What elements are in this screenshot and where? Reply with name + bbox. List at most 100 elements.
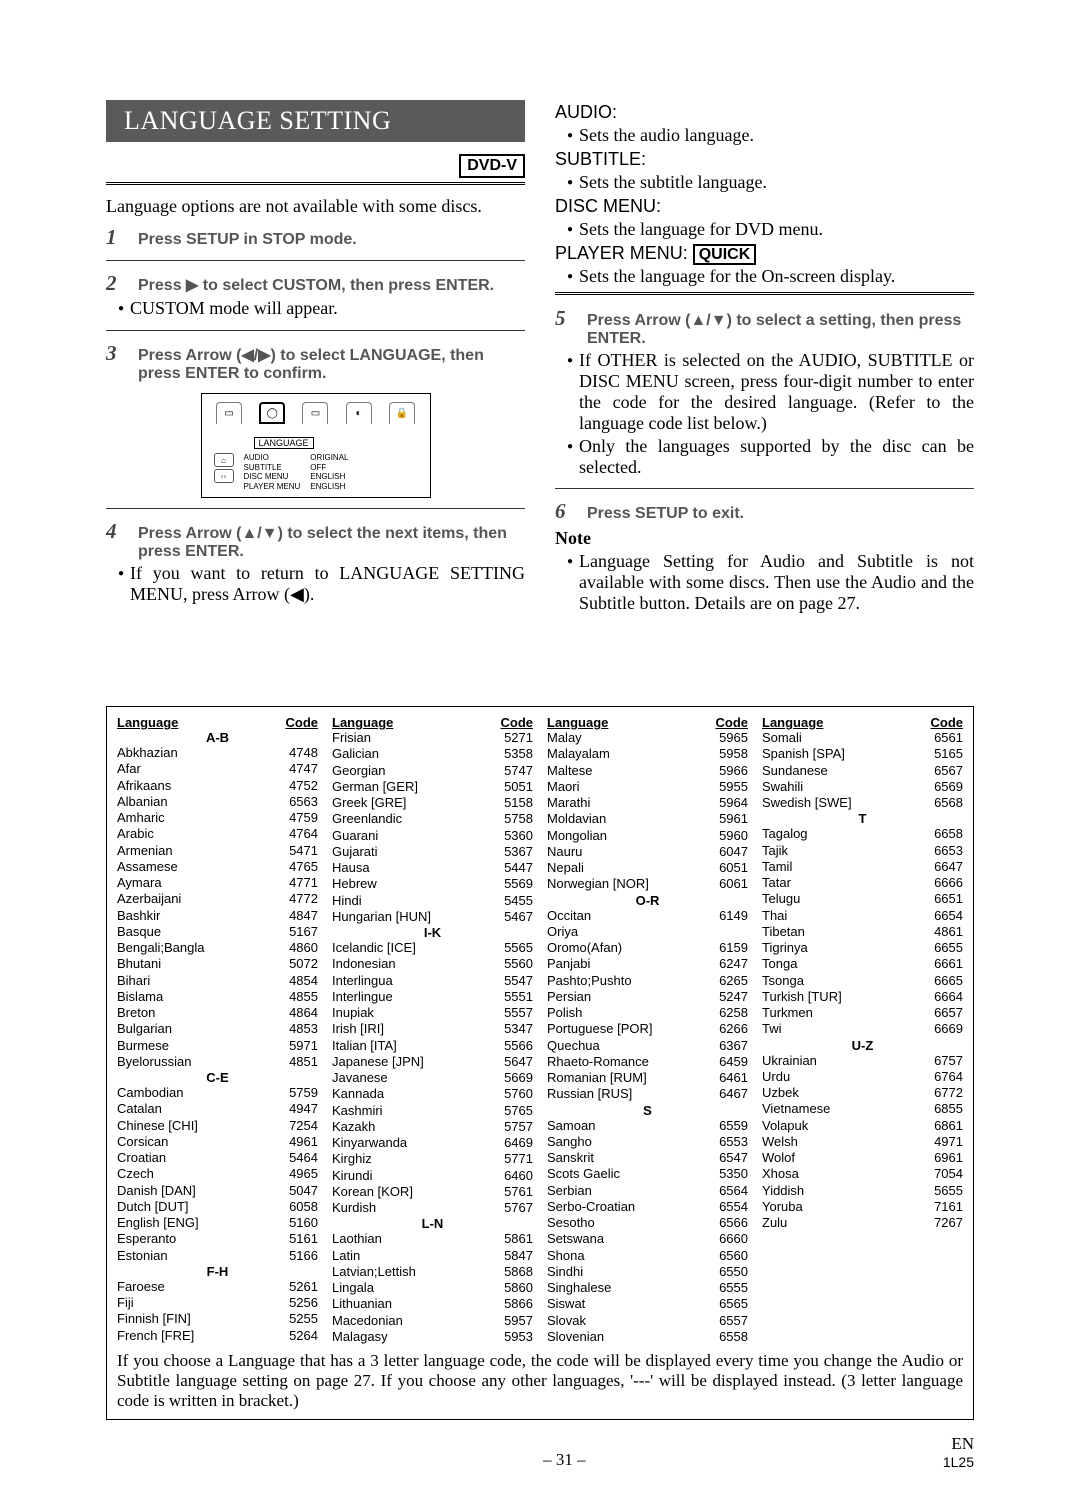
language-row: Wolof6961 [762, 1150, 963, 1166]
language-row: Kirghiz5771 [332, 1151, 533, 1167]
language-row: Oromo(Afan)6159 [547, 940, 748, 956]
language-row: Croatian5464 [117, 1150, 318, 1166]
language-row: Turkmen6657 [762, 1005, 963, 1021]
language-row: Vietnamese6855 [762, 1101, 963, 1117]
subtitle-desc: Sets the subtitle language. [579, 172, 974, 194]
step-number: 6 [555, 499, 575, 524]
language-row: Bislama4855 [117, 989, 318, 1005]
language-row: Singhalese6555 [547, 1280, 748, 1296]
language-row: Nauru6047 [547, 844, 748, 860]
language-row: Tibetan4861 [762, 924, 963, 940]
language-row: Urdu6764 [762, 1069, 963, 1085]
step-number: 1 [106, 225, 126, 250]
language-row: Tamil6647 [762, 859, 963, 875]
language-row: Georgian5747 [332, 763, 533, 779]
language-row: Ukrainian6757 [762, 1053, 963, 1069]
language-row: Italian [ITA]5566 [332, 1038, 533, 1054]
language-row: Malagasy5953 [332, 1329, 533, 1345]
language-row: Hebrew5569 [332, 876, 533, 892]
intro-text: Language options are not available with … [106, 196, 525, 217]
language-row: Hindi5455 [332, 893, 533, 909]
language-row: Turkish [TUR]6664 [762, 989, 963, 1005]
language-row: Malayalam5958 [547, 746, 748, 762]
language-row: Sesotho6566 [547, 1215, 748, 1231]
subtitle-heading: SUBTITLE: [555, 149, 974, 170]
language-row: Slovak6557 [547, 1313, 748, 1329]
playermenu-heading: PLAYER MENU: QUICK [555, 243, 974, 264]
language-row: Sindhi6550 [547, 1264, 748, 1280]
language-row: Inupiak5557 [332, 1005, 533, 1021]
language-row: Tatar6666 [762, 875, 963, 891]
language-row: Portuguese [POR]6266 [547, 1021, 748, 1037]
divider [106, 260, 525, 261]
language-row: Laothian5861 [332, 1231, 533, 1247]
diagram-right-labels: ORIGINALOFFENGLISHENGLISH [310, 453, 348, 491]
language-row: Malay5965 [547, 730, 748, 746]
language-row: Bengali;Bangla4860 [117, 940, 318, 956]
language-row: Uzbek6772 [762, 1085, 963, 1101]
tab-icon: ▭ [216, 402, 242, 424]
language-row: Siswat6565 [547, 1296, 748, 1312]
language-row: Russian [RUS]6467 [547, 1086, 748, 1102]
language-row: Gujarati5367 [332, 844, 533, 860]
language-row: Macedonian5957 [332, 1313, 533, 1329]
language-row: Danish [DAN]5047 [117, 1183, 318, 1199]
language-row: Abkhazian4748 [117, 745, 318, 761]
language-row: Kashmiri5765 [332, 1103, 533, 1119]
language-row: Fiji5256 [117, 1295, 318, 1311]
column-header: LanguageCode [762, 715, 963, 730]
language-row: Swahili6569 [762, 779, 963, 795]
language-row: Welsh4971 [762, 1134, 963, 1150]
dvd-badge: DVD-V [459, 154, 525, 178]
step-5-note-1: If OTHER is selected on the AUDIO, SUBTI… [579, 350, 974, 434]
language-row: Assamese4765 [117, 859, 318, 875]
language-row: Finnish [FIN]5255 [117, 1311, 318, 1327]
step-1: Press SETUP in STOP mode. [138, 231, 525, 249]
language-row: Samoan6559 [547, 1118, 748, 1134]
language-row: Latvian;Lettish5868 [332, 1264, 533, 1280]
language-row: Bashkir4847 [117, 908, 318, 924]
language-row: Moldavian5961 [547, 811, 748, 827]
language-table-note: If you choose a Language that has a 3 le… [117, 1351, 963, 1411]
language-row: Byelorussian4851 [117, 1054, 318, 1070]
language-row: Nepali6051 [547, 860, 748, 876]
language-row: Afrikaans4752 [117, 778, 318, 794]
language-row: Somali6561 [762, 730, 963, 746]
divider [555, 488, 974, 489]
language-row: Panjabi6247 [547, 956, 748, 972]
language-row: Czech4965 [117, 1166, 318, 1182]
language-row: Bihari4854 [117, 973, 318, 989]
language-row: Interlingue5551 [332, 989, 533, 1005]
language-row: Oriya [547, 924, 748, 940]
language-row: Hungarian [HUN]5467 [332, 909, 533, 925]
language-row: Serbian6564 [547, 1183, 748, 1199]
language-row: Kinyarwanda6469 [332, 1135, 533, 1151]
playermenu-desc: Sets the language for the On-screen disp… [579, 266, 974, 288]
language-row: Chinese [CHI]7254 [117, 1118, 318, 1134]
diagram-left-labels: AUDIOSUBTITLEDISC MENUPLAYER MENU [244, 453, 301, 491]
language-row: Sangho6553 [547, 1134, 748, 1150]
setup-diagram: ▭ ◯ ▭ ◐ 🔒 LANGUAGE ⌂ ◦◦ AUDIOSUBTITLEDIS… [201, 393, 431, 498]
section-letter: O-R [547, 893, 748, 908]
step-3: Press Arrow (◀/▶) to select LANGUAGE, th… [138, 345, 525, 383]
language-row: Tigrinya6655 [762, 940, 963, 956]
step-2-note: CUSTOM mode will appear. [130, 298, 525, 320]
divider [106, 508, 525, 509]
language-row: Norwegian [NOR]6061 [547, 876, 748, 892]
section-title: LANGUAGE SETTING [106, 100, 525, 142]
language-row: Catalan4947 [117, 1101, 318, 1117]
language-row: Hausa5447 [332, 860, 533, 876]
language-row: Amharic4759 [117, 810, 318, 826]
tab-icon: ◐ [346, 402, 372, 424]
discmenu-desc: Sets the language for DVD menu. [579, 219, 974, 241]
language-row: Sanskrit6547 [547, 1150, 748, 1166]
language-row: Lingala5860 [332, 1280, 533, 1296]
language-row: Lithuanian5866 [332, 1296, 533, 1312]
section-letter: I-K [332, 925, 533, 940]
tab-icon: 🔒 [389, 402, 415, 424]
step-number: 2 [106, 271, 126, 296]
quick-badge: QUICK [693, 244, 757, 265]
language-row: Polish6258 [547, 1005, 748, 1021]
language-row: German [GER]5051 [332, 779, 533, 795]
language-row: Burmese5971 [117, 1038, 318, 1054]
